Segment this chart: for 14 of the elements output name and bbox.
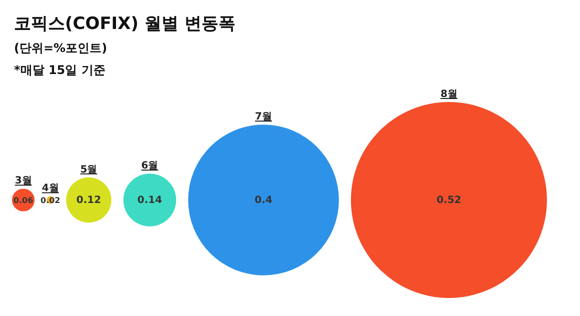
- text: (단위=%포인트): [14, 41, 108, 55]
- category-label: 3월: [14, 176, 32, 187]
- data-label: 0.12: [76, 195, 102, 206]
- data-label: 0.06: [13, 196, 34, 205]
- category-label: 6월: [141, 160, 158, 172]
- text: *매달 15일 기준: [14, 63, 106, 77]
- text: 코픽스(COFIX) 월별 변동폭: [14, 14, 236, 34]
- category-label: 8월: [440, 89, 458, 100]
- data-label: 0.52: [436, 195, 462, 206]
- category-label: 4월: [42, 183, 59, 194]
- category-label: 7월: [255, 112, 272, 123]
- category-label: 5월: [80, 164, 98, 176]
- data-label: 0.14: [137, 195, 162, 206]
- data-label: 0.4: [254, 195, 272, 206]
